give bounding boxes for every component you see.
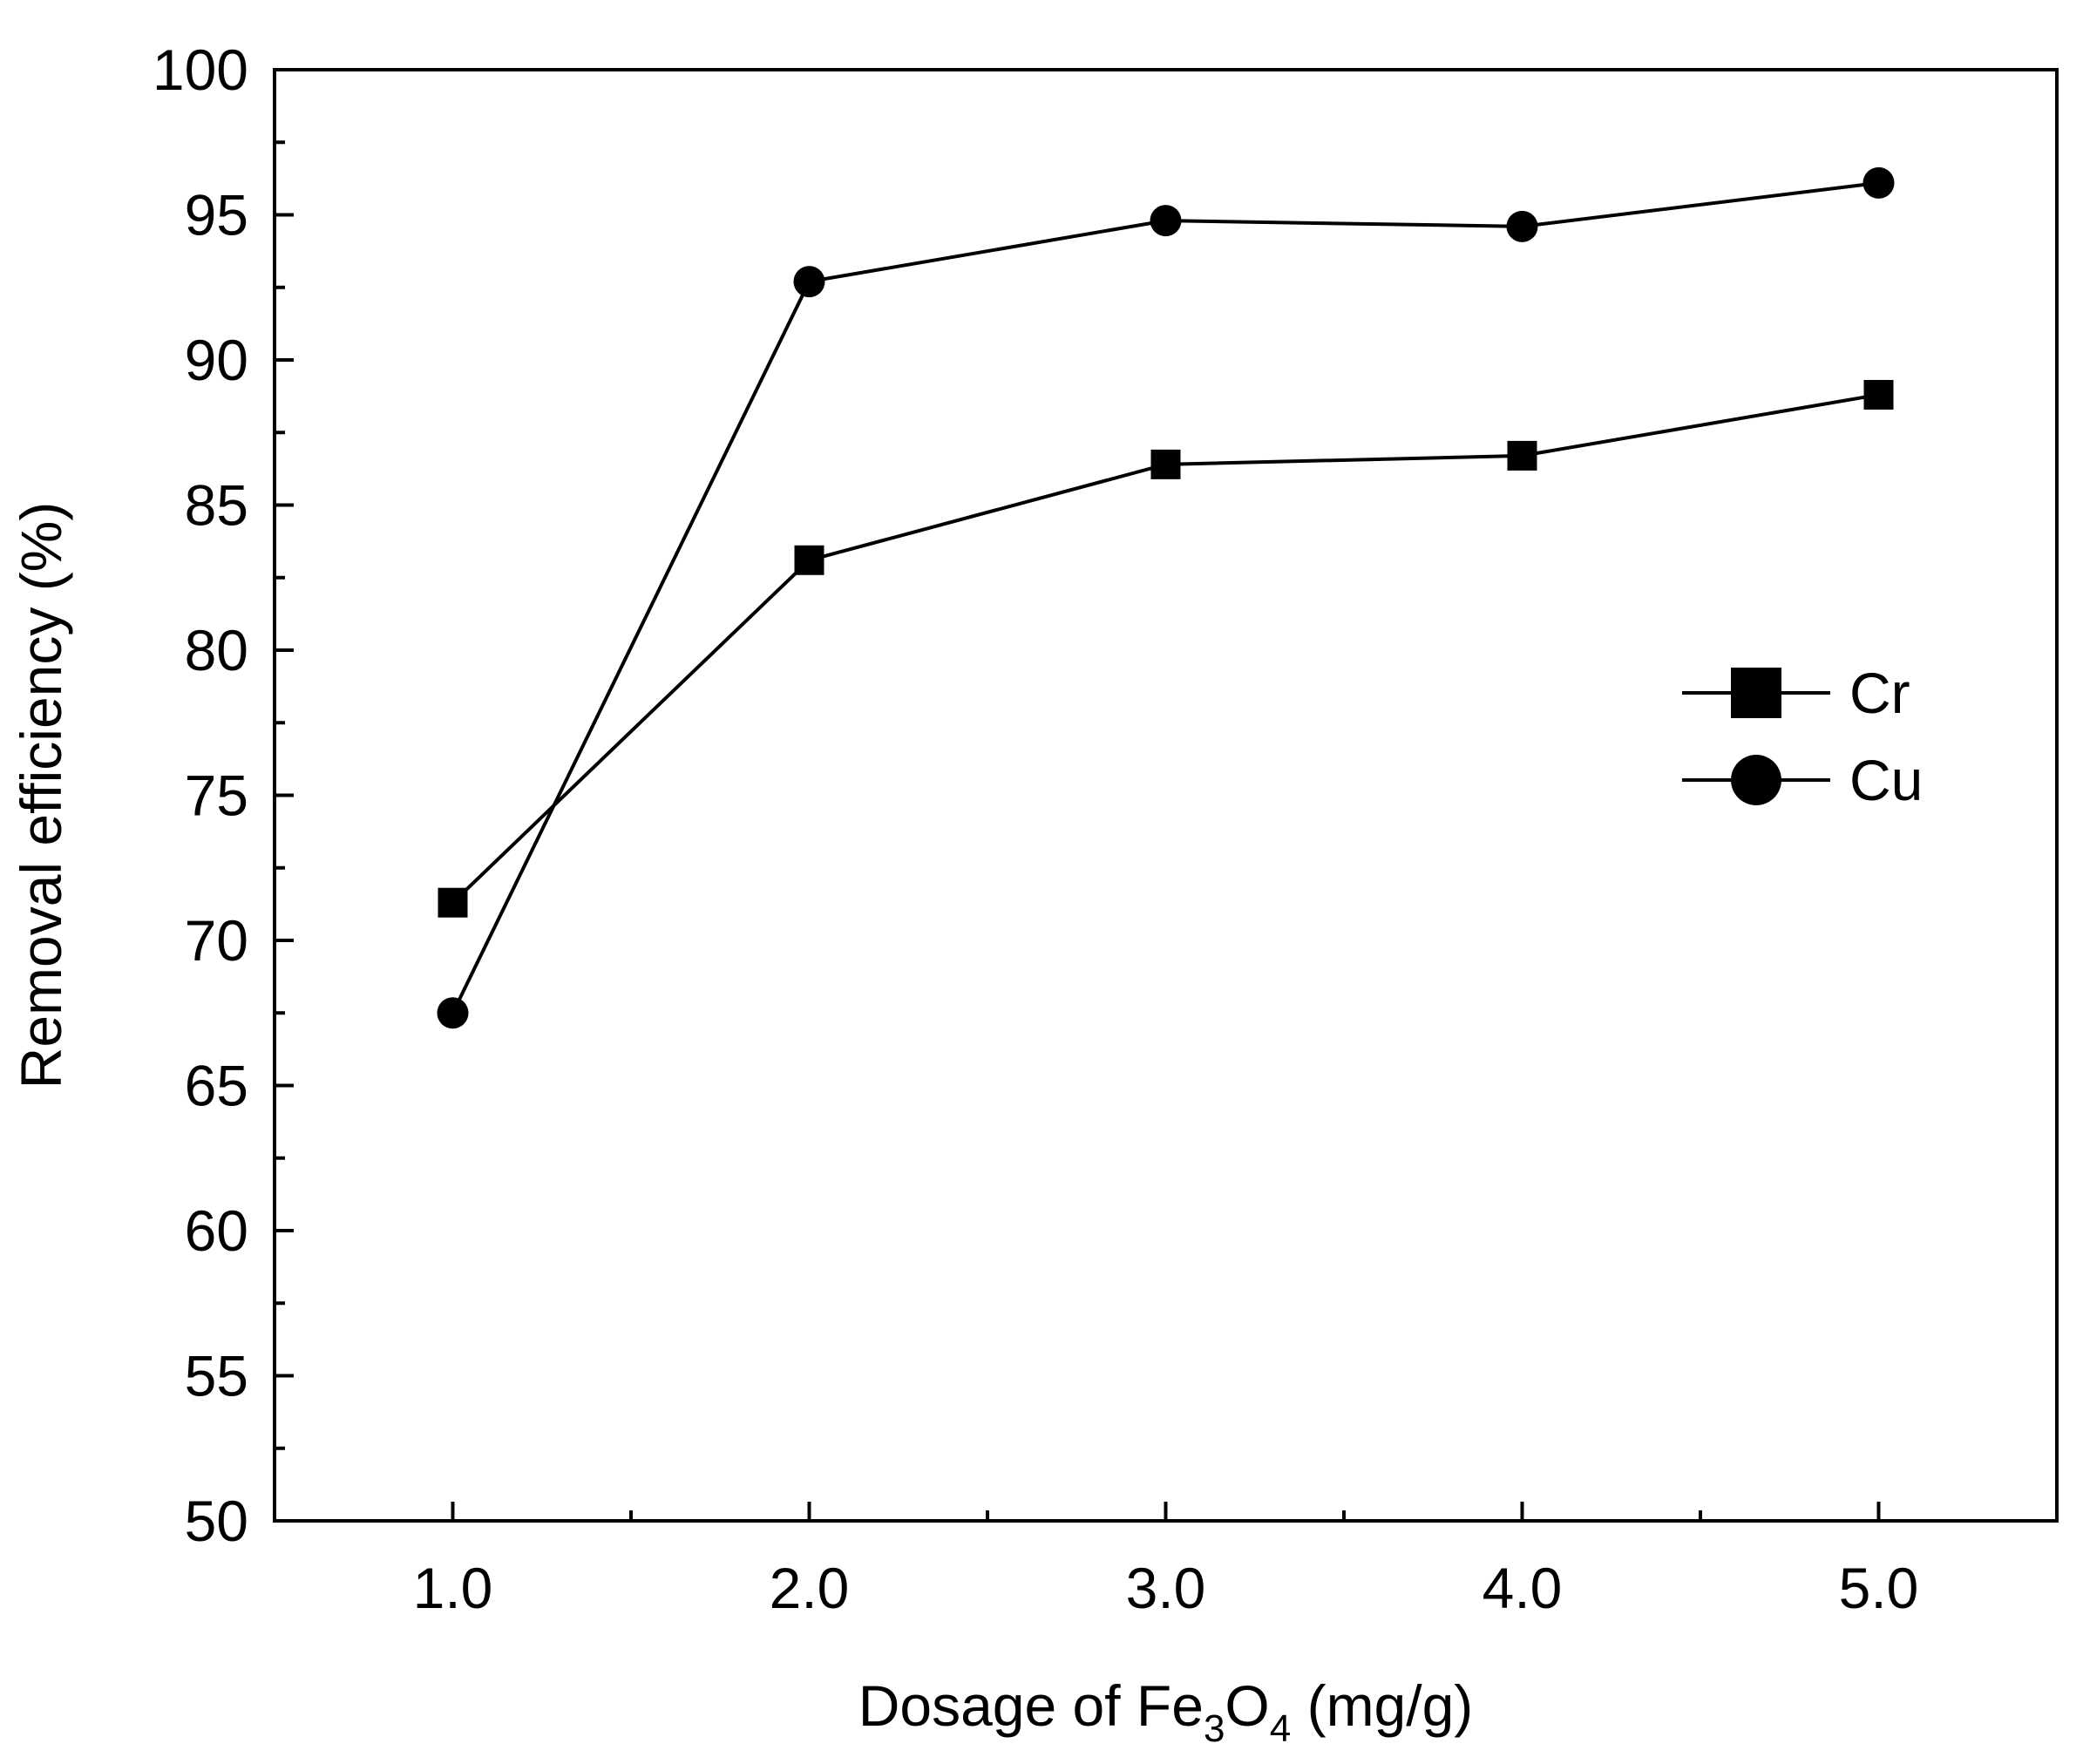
y-tick-label: 75: [185, 763, 248, 828]
data-point-cr: [1863, 379, 1894, 410]
legend-label-cr: Cr: [1849, 661, 1910, 725]
legend: Cr Cu: [1682, 661, 1923, 812]
data-point-cr: [438, 887, 468, 918]
legend-marker-cr: [1731, 668, 1781, 718]
y-tick-label: 50: [185, 1489, 248, 1553]
x-tick-label: 5.0: [1839, 1556, 1919, 1620]
y-tick-label: 55: [185, 1344, 248, 1408]
data-point-cr: [1507, 440, 1537, 471]
y-tick-label: 60: [185, 1198, 248, 1263]
data-point-cu: [793, 266, 825, 298]
y-tick-label: 85: [185, 473, 248, 538]
data-point-cu: [1150, 205, 1182, 237]
x-tick-label: 1.0: [413, 1556, 493, 1620]
x-tick-label: 2.0: [770, 1556, 850, 1620]
legend-label-cu: Cu: [1849, 748, 1923, 812]
x-tick-label: 4.0: [1483, 1556, 1563, 1620]
data-point-cu: [437, 997, 469, 1029]
y-tick-label: 80: [185, 618, 248, 682]
y-tick-label: 70: [185, 908, 248, 973]
x-axis-label-mid: O: [1225, 1673, 1269, 1738]
data-point-cu: [1862, 166, 1895, 199]
x-tick-label: 3.0: [1126, 1556, 1206, 1620]
x-axis-label: Dosage of Fe3O4 (mg/g): [858, 1673, 1474, 1750]
y-tick-label: 65: [185, 1054, 248, 1118]
x-axis-label-sub1: 3: [1204, 1707, 1225, 1750]
y-tick-label: 95: [185, 183, 248, 248]
data-point-cr: [1150, 449, 1181, 479]
series-layer: [437, 166, 1895, 1029]
x-axis-label-prefix: Dosage of Fe: [858, 1673, 1204, 1738]
data-point-cu: [1506, 210, 1538, 242]
data-point-cr: [794, 545, 824, 575]
y-tick-label: 90: [185, 328, 248, 392]
legend-marker-cu: [1731, 755, 1781, 805]
ticks: 1.0 2.0 3.0 4.0 5.0 50 55 60 65 70 75 80 85 90 95 100: [153, 37, 1919, 1620]
x-axis-label-sub2: 4: [1270, 1707, 1291, 1750]
y-tick-label: 100: [153, 37, 248, 102]
y-axis-label: Removal efficiency (%): [9, 502, 73, 1089]
x-axis-label-suffix: (mg/g): [1291, 1673, 1473, 1738]
